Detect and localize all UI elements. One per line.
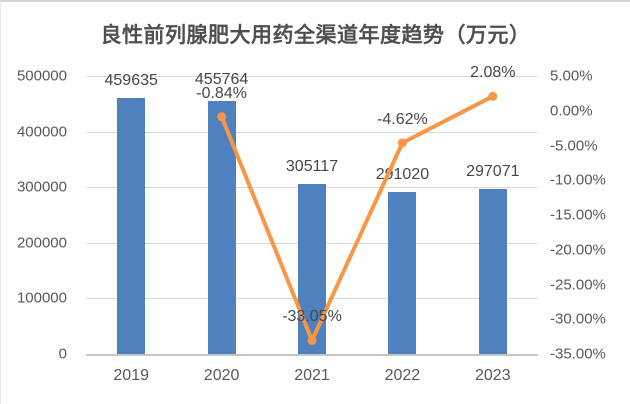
x-tick-label: 2022 [384,367,421,384]
trend-polyline [219,94,495,343]
bar-value-label: 455764 [194,70,249,88]
line-marker [397,138,407,148]
line-marker [217,112,227,122]
left-tick-label: 200000 [16,234,67,252]
bar [478,188,507,354]
plot-area: 459635 455764 305117 291020 297071 -0.84% -33.… [86,64,538,356]
left-tick-label: 400000 [16,123,67,141]
right-tick-label: 0.00% [550,102,593,120]
bar [298,184,326,354]
line-point-label: -33.05% [282,308,342,326]
x-axis: 2019 2020 2021 2022 2023 [86,367,538,396]
bar [388,192,417,354]
right-tick-label: -5.00% [550,137,598,154]
bar [117,98,146,354]
gridline [86,354,538,356]
x-tick-label: 2019 [113,367,149,384]
right-tick-label: -15.00% [550,206,606,224]
chart-title: 良性前列腺肥大用药全渠道年度趋势（万元） [100,24,531,47]
gridline [86,76,538,77]
left-tick-label: 500000 [16,67,67,85]
left-tick-label: 0 [58,345,67,363]
right-tick-label: -20.00% [550,241,606,259]
right-tick-label: 5.00% [550,67,593,85]
left-axis: 500000 400000 300000 200000 100000 0 [1,68,67,363]
x-tick-label: 2021 [294,367,330,384]
bar-value-label: 305117 [285,158,339,176]
line-point-label: 2.08% [470,64,516,82]
line-point-label: -0.84% [196,84,247,102]
right-tick-label: -30.00% [550,310,606,328]
left-tick-label: 300000 [16,178,67,196]
line-marker [307,335,317,345]
bar-value-label: 297071 [466,162,520,180]
right-tick-label: -10.00% [550,171,606,189]
x-tick-label: 2020 [203,367,240,384]
right-tick-label: -25.00% [550,276,606,293]
right-axis: 5.00% 0.00% -5.00% -10.00% -15.00% -20.00% -25… [550,68,630,363]
x-tick-label: 2023 [475,367,511,384]
line-marker [488,91,498,101]
gridline [86,131,538,133]
bar-value-label: 459635 [104,72,158,90]
line-point-label: -4.62% [377,110,428,128]
left-tick-label: 100000 [16,289,67,307]
trend-line-svg [217,91,498,345]
right-tick-label: -35.00% [550,345,606,363]
